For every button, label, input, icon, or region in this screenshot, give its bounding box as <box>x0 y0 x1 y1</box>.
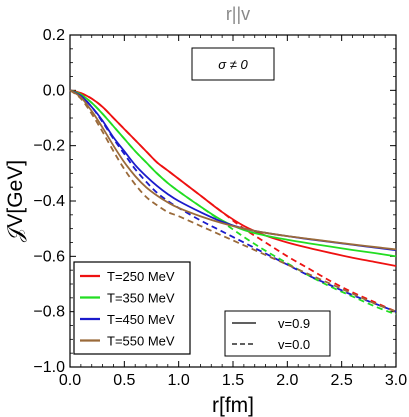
series-line <box>69 89 397 313</box>
chart-title: r||v <box>226 4 250 24</box>
y-tick-label: 0.0 <box>43 82 65 99</box>
y-tick-label: −0.2 <box>33 138 65 155</box>
y-axis-label: 𝒥V[GeV] <box>4 160 27 242</box>
x-tick-label: 2.5 <box>331 372 353 389</box>
y-tick-label: −0.8 <box>33 304 65 321</box>
legend-label: T=350 MeV <box>107 291 175 306</box>
legend-label: v=0.0 <box>278 337 310 352</box>
annotation-box: σ ≠ 0 <box>191 47 275 81</box>
series-line <box>69 89 397 313</box>
legend-label: T=550 MeV <box>107 334 175 349</box>
x-tick-label: 3.0 <box>385 372 407 389</box>
x-axis-ticks: 0.0 0.5 1.0 1.5 2.0 2.5 3.0 <box>59 35 407 389</box>
x-axis-label: r[fm] <box>212 394 254 417</box>
series-line <box>69 89 397 316</box>
series-line <box>69 89 397 267</box>
series-layer <box>69 89 397 316</box>
series-line <box>69 89 397 251</box>
legend-velocity: v=0.9 v=0.0 <box>224 310 331 357</box>
x-tick-label: 2.0 <box>276 372 298 389</box>
x-tick-label: 0.0 <box>59 372 81 389</box>
x-tick-label: 1.5 <box>222 372 244 389</box>
legend-temperature: T=250 MeV T=350 MeV T=450 MeV T=550 MeV <box>73 261 191 355</box>
x-tick-label: 1.0 <box>168 372 190 389</box>
y-tick-label: −0.4 <box>33 193 65 210</box>
y-tick-label: −1.0 <box>33 359 65 376</box>
y-tick-label: 0.2 <box>43 27 65 44</box>
annotation-label: σ ≠ 0 <box>218 57 248 72</box>
x-tick-label: 0.5 <box>113 372 135 389</box>
legend-label: T=450 MeV <box>107 312 175 327</box>
series-line <box>69 89 397 258</box>
legend-label: T=250 MeV <box>107 269 175 284</box>
legend-label: v=0.9 <box>278 316 310 331</box>
plot-frame <box>69 34 397 368</box>
y-tick-label: −0.6 <box>33 248 65 265</box>
